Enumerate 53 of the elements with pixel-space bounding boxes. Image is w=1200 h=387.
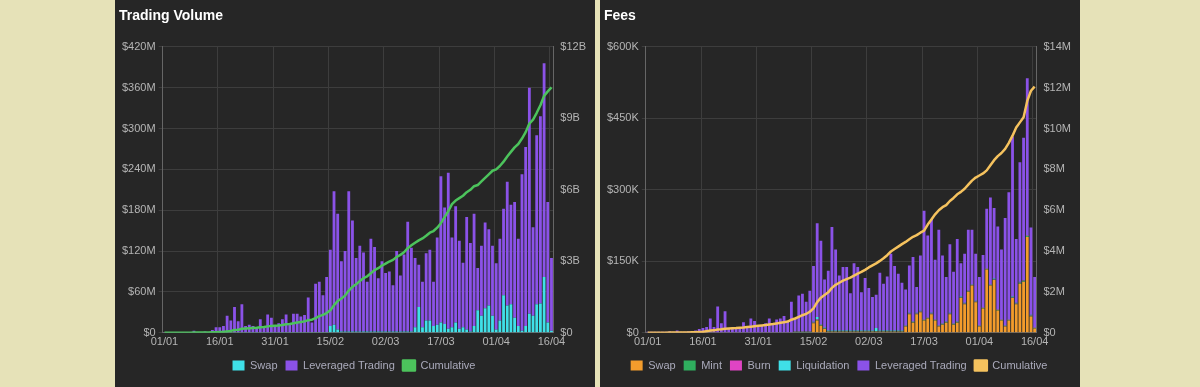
legend-label: Swap <box>648 358 676 371</box>
x-tick-label: 17/03 <box>427 335 455 348</box>
y-tick-label: $600K <box>607 39 640 52</box>
y2-tick-label: $8M <box>1043 162 1065 175</box>
x-tick-label: 16/01 <box>689 335 717 348</box>
legend-label: Leveraged Trading <box>874 358 967 371</box>
y-tick-label: $120M <box>121 244 156 257</box>
y2-tick-label: $4M <box>1043 244 1065 257</box>
y2-tick-label: $0 <box>1043 325 1056 338</box>
y-tick-label: $60M <box>128 284 156 297</box>
legend-label: Leveraged Trading <box>303 358 395 371</box>
y-tick-label: $150K <box>607 254 640 267</box>
x-tick-label: 01/04 <box>482 335 510 348</box>
legend-label: Mint <box>701 358 722 371</box>
x-tick-label: 02/03 <box>855 335 883 348</box>
chart-title: Trading Volume <box>119 7 224 24</box>
y-tick-label: $300K <box>607 182 640 195</box>
y-tick-label: $450K <box>607 111 640 124</box>
legend-label: Swap <box>250 358 278 371</box>
y2-tick-label: $6M <box>1043 203 1065 216</box>
y-tick-label: $300M <box>121 121 156 134</box>
y2-tick-label: $10M <box>1043 121 1072 134</box>
y-tick-label: $0 <box>143 325 156 338</box>
x-tick-label: 01/04 <box>965 335 994 348</box>
x-tick-label: 02/03 <box>371 335 400 348</box>
y2-tick-label: $9B <box>560 111 580 124</box>
x-tick-label: 16/01 <box>206 335 234 348</box>
y-tick-label: $180M <box>121 203 156 216</box>
y-tick-label: $240M <box>121 162 156 175</box>
x-tick-label: 15/02 <box>316 335 345 348</box>
x-tick-label: 16/04 <box>537 335 566 348</box>
legend-label: Cumulative <box>420 358 476 371</box>
y2-tick-label: $12M <box>1043 80 1072 93</box>
legend-label: Cumulative <box>992 358 1048 371</box>
y2-tick-label: $6B <box>560 182 580 195</box>
y2-tick-label: $0 <box>560 325 573 338</box>
legend-label: Burn <box>747 358 771 371</box>
chart-title: Fees <box>604 7 637 24</box>
y2-tick-label: $12B <box>560 39 587 52</box>
y2-tick-label: $3B <box>560 254 580 267</box>
x-tick-label: 01/01 <box>633 335 662 348</box>
y-tick-label: $0 <box>626 325 639 338</box>
x-tick-label: 01/01 <box>150 335 179 348</box>
y-tick-label: $360M <box>121 80 156 93</box>
x-tick-label: 15/02 <box>799 335 828 348</box>
legend-label: Liquidation <box>796 358 850 371</box>
x-tick-label: 31/01 <box>744 335 772 348</box>
y2-tick-label: $2M <box>1043 284 1065 297</box>
x-tick-label: 31/01 <box>261 335 289 348</box>
x-tick-label: 17/03 <box>910 335 938 348</box>
x-tick-label: 16/04 <box>1020 335 1049 348</box>
y-tick-label: $420M <box>121 39 156 52</box>
y2-tick-label: $14M <box>1043 39 1072 52</box>
